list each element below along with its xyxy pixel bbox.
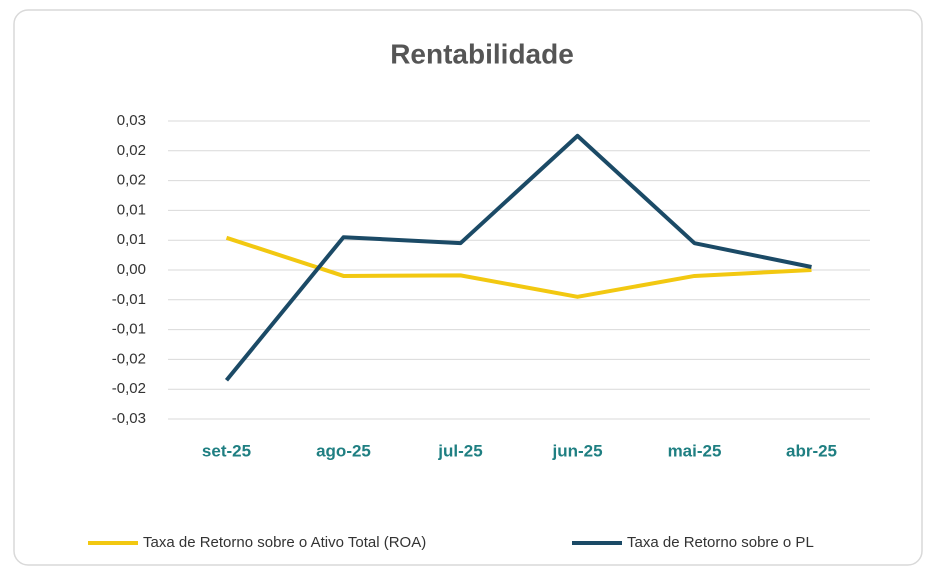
chart-card bbox=[13, 9, 923, 566]
y-tick-label: 0,03 bbox=[117, 112, 146, 129]
y-tick-label: -0,03 bbox=[112, 410, 146, 427]
y-tick-label: 0,01 bbox=[117, 201, 146, 218]
y-tick-label: -0,01 bbox=[112, 291, 146, 308]
y-tick-label: 0,02 bbox=[117, 172, 146, 189]
series-line bbox=[224, 133, 812, 382]
y-tick-label: 0,00 bbox=[117, 261, 146, 278]
y-tick-label: -0,02 bbox=[112, 380, 146, 397]
x-tick-label: abr-25 bbox=[786, 441, 837, 460]
y-tick-label: -0,02 bbox=[112, 350, 146, 367]
y-tick-label: -0,01 bbox=[112, 321, 146, 338]
x-tick-label: set-25 bbox=[202, 441, 251, 460]
x-tick-label: jul-25 bbox=[437, 441, 482, 460]
x-tick-label: mai-25 bbox=[668, 441, 722, 460]
legend-label: Taxa de Retorno sobre o Ativo Total (ROA… bbox=[143, 534, 426, 551]
x-tick-label: ago-25 bbox=[316, 441, 371, 460]
chart-title: Rentabilidade bbox=[390, 38, 574, 69]
y-tick-label: 0,02 bbox=[117, 142, 146, 159]
y-tick-label: 0,01 bbox=[117, 231, 146, 248]
legend-label: Taxa de Retorno sobre o PL bbox=[627, 534, 814, 551]
series-line bbox=[225, 235, 812, 299]
x-tick-label: jun-25 bbox=[551, 441, 602, 460]
